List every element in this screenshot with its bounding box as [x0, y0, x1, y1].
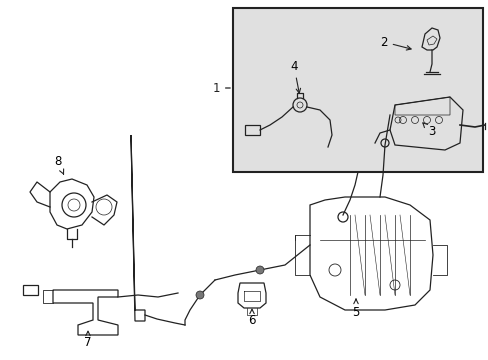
Text: 1: 1	[212, 81, 230, 94]
Text: 2: 2	[380, 36, 410, 50]
Text: 4: 4	[290, 59, 300, 93]
Text: 3: 3	[422, 123, 435, 139]
Text: 5: 5	[351, 299, 359, 319]
Text: 6: 6	[248, 309, 255, 327]
Circle shape	[256, 266, 264, 274]
Bar	[232, 8, 482, 172]
Text: 7: 7	[84, 331, 92, 348]
Text: 8: 8	[54, 156, 63, 174]
Circle shape	[196, 291, 203, 299]
